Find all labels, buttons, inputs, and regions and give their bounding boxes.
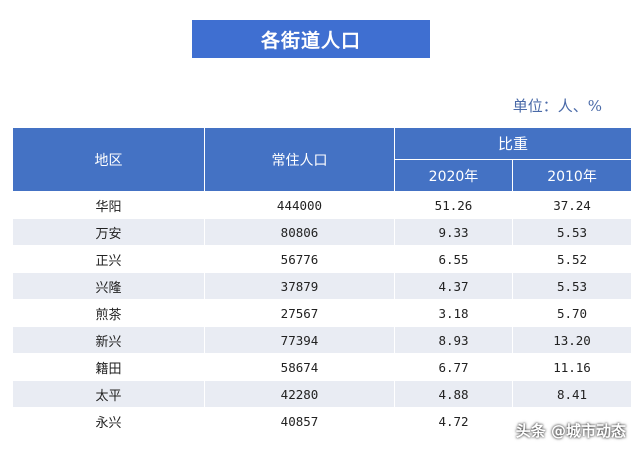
cell-ratio-2010: 8.41 (511, 380, 633, 408)
cell-ratio-2020: 9.33 (394, 218, 513, 246)
page-title: 各街道人口 (192, 20, 430, 58)
header-ratio: 比重 (393, 127, 633, 160)
cell-population: 37879 (204, 272, 395, 300)
cell-region: 太平 (12, 380, 205, 408)
cell-population: 77394 (204, 326, 395, 354)
table-row: 永兴 40857 4.72 (12, 407, 633, 435)
table-row: 籍田 58674 6.77 11.16 (12, 353, 633, 381)
cell-region: 籍田 (12, 353, 205, 381)
cell-ratio-2020: 4.37 (394, 272, 513, 300)
cell-ratio-2010: 13.20 (511, 326, 633, 354)
header-population: 常住人口 (204, 127, 395, 192)
cell-ratio-2020: 4.88 (394, 380, 513, 408)
cell-region: 永兴 (12, 407, 205, 435)
cell-region: 兴隆 (12, 272, 205, 300)
table-row: 太平 42280 4.88 8.41 (12, 380, 633, 408)
cell-population: 27567 (204, 299, 395, 327)
cell-ratio-2010: 5.53 (511, 218, 633, 246)
cell-ratio-2010: 37.24 (511, 191, 633, 219)
cell-region: 正兴 (12, 245, 205, 273)
table-row: 新兴 77394 8.93 13.20 (12, 326, 633, 354)
cell-ratio-2020: 6.55 (394, 245, 513, 273)
cell-region: 万安 (12, 218, 205, 246)
unit-note: 单位：人、% (512, 97, 602, 115)
table-row: 煎茶 27567 3.18 5.70 (12, 299, 633, 327)
cell-ratio-2020: 3.18 (394, 299, 513, 327)
header-year-2010: 2010年 (511, 159, 633, 192)
table-row: 华阳 444000 51.26 37.24 (12, 191, 633, 219)
table-row: 正兴 56776 6.55 5.52 (12, 245, 633, 273)
cell-ratio-2020: 4.72 (394, 407, 513, 435)
cell-ratio-2010: 5.70 (511, 299, 633, 327)
cell-population: 444000 (204, 191, 395, 219)
cell-population: 42280 (204, 380, 395, 408)
cell-population: 80806 (204, 218, 395, 246)
cell-ratio-2020: 6.77 (394, 353, 513, 381)
cell-population: 56776 (204, 245, 395, 273)
cell-region: 华阳 (12, 191, 205, 219)
cell-ratio-2010: 5.53 (511, 272, 633, 300)
cell-ratio-2020: 8.93 (394, 326, 513, 354)
table-row: 万安 80806 9.33 5.53 (12, 218, 633, 246)
cell-region: 煎茶 (12, 299, 205, 327)
cell-ratio-2020: 51.26 (394, 191, 513, 219)
cell-region: 新兴 (12, 326, 205, 354)
header-year-2020: 2020年 (394, 159, 513, 192)
cell-ratio-2010: 5.52 (511, 245, 633, 273)
cell-ratio-2010 (511, 407, 633, 435)
cell-population: 40857 (204, 407, 395, 435)
population-table: 地区 常住人口 比重 2020年 2010年 华阳 444000 51.26 3… (12, 127, 633, 435)
cell-ratio-2010: 11.16 (511, 353, 633, 381)
table-row: 兴隆 37879 4.37 5.53 (12, 272, 633, 300)
header-region: 地区 (12, 127, 205, 192)
watermark: 头条 @城市动态 (515, 422, 626, 440)
cell-population: 58674 (204, 353, 395, 381)
